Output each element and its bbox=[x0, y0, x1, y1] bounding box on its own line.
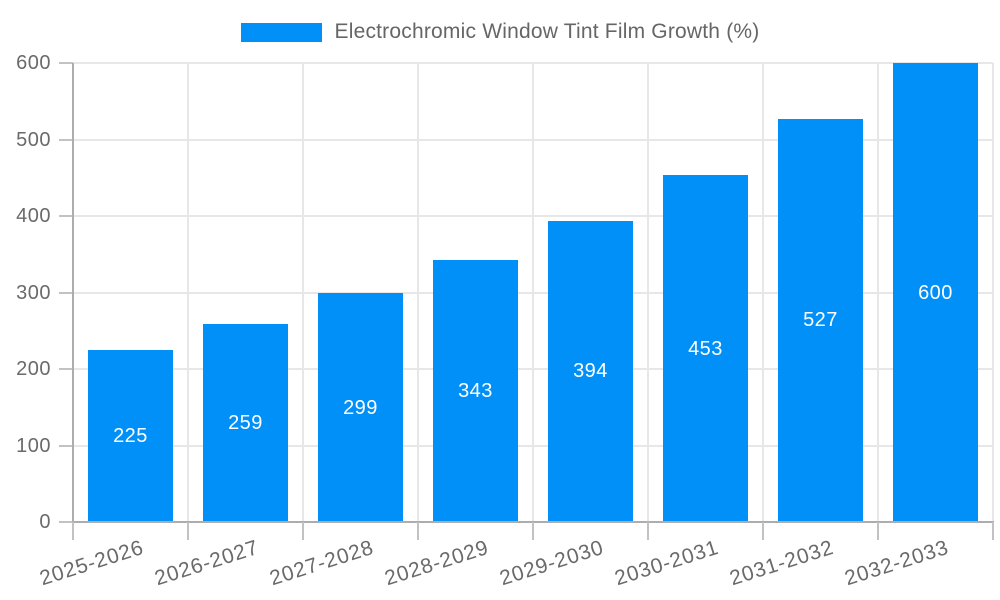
bar[interactable]: 343 bbox=[433, 259, 518, 522]
x-axis-tick-label: 2027-2028 bbox=[267, 536, 377, 591]
x-axis-tick-label: 2029-2030 bbox=[497, 536, 607, 591]
bar[interactable]: 259 bbox=[203, 323, 288, 522]
gridline-vertical bbox=[187, 63, 189, 522]
y-axis-tick-mark bbox=[59, 215, 73, 217]
bar-value-label: 225 bbox=[113, 424, 148, 447]
bar[interactable]: 225 bbox=[88, 349, 173, 522]
y-axis-tick-label: 600 bbox=[16, 52, 51, 74]
bar-value-label: 299 bbox=[343, 396, 378, 419]
bar[interactable]: 299 bbox=[318, 293, 403, 522]
y-axis-tick-mark bbox=[59, 291, 73, 294]
gridline-vertical bbox=[647, 63, 649, 522]
y-axis-tick-label: 100 bbox=[16, 434, 51, 457]
y-axis-tick-label: 0 bbox=[39, 511, 51, 533]
y-axis-line bbox=[72, 63, 74, 523]
bar-value-label: 527 bbox=[803, 309, 838, 332]
x-axis-tick-mark bbox=[532, 522, 534, 540]
legend-swatch bbox=[240, 22, 322, 42]
y-axis-tick-label: 400 bbox=[16, 205, 51, 227]
x-axis-tick-label: 2032-2033 bbox=[842, 536, 952, 591]
y-axis-tick-mark bbox=[59, 521, 73, 523]
x-axis-tick-mark bbox=[302, 522, 304, 540]
x-axis-tick-label: 2031-2032 bbox=[727, 536, 837, 591]
bar-value-label: 600 bbox=[918, 281, 953, 304]
y-axis-tick-mark bbox=[59, 138, 73, 141]
bar-value-label: 343 bbox=[458, 379, 493, 402]
y-axis-tick-mark bbox=[59, 444, 73, 447]
y-axis-tick-label: 200 bbox=[16, 358, 51, 380]
y-axis-tick-mark bbox=[59, 62, 73, 64]
bar-value-label: 453 bbox=[688, 337, 723, 360]
y-axis-tick-label: 500 bbox=[16, 128, 51, 151]
x-axis-tick-label: 2026-2027 bbox=[152, 536, 262, 591]
gridline-vertical bbox=[992, 63, 994, 522]
bar-value-label: 259 bbox=[228, 411, 263, 434]
bar[interactable]: 527 bbox=[778, 118, 863, 522]
gridline-vertical bbox=[762, 63, 764, 522]
bar[interactable]: 453 bbox=[663, 175, 748, 522]
bar-value-label: 394 bbox=[573, 360, 608, 383]
bar[interactable]: 394 bbox=[548, 220, 633, 522]
x-axis-tick-label: 2030-2031 bbox=[612, 536, 722, 591]
x-axis-tick-mark bbox=[72, 522, 74, 540]
x-axis-tick-label: 2025-2026 bbox=[37, 536, 147, 591]
legend-label: Electrochromic Window Tint Film Growth (… bbox=[334, 20, 760, 43]
x-axis-tick-mark bbox=[877, 522, 879, 540]
gridline-vertical bbox=[877, 63, 879, 522]
x-axis-tick-mark bbox=[762, 522, 764, 540]
x-axis-tick-mark bbox=[647, 522, 649, 540]
y-axis-tick-mark bbox=[59, 368, 73, 370]
bar[interactable]: 600 bbox=[893, 63, 978, 522]
gridline-vertical bbox=[417, 63, 419, 522]
gridline-vertical bbox=[302, 63, 304, 522]
x-axis-tick-label: 2028-2029 bbox=[382, 536, 492, 591]
legend[interactable]: Electrochromic Window Tint Film Growth (… bbox=[0, 20, 1000, 44]
x-axis-tick-mark bbox=[992, 522, 994, 540]
x-axis-tick-mark bbox=[417, 522, 419, 540]
x-axis-tick-mark bbox=[187, 522, 189, 540]
y-axis-tick-label: 300 bbox=[16, 281, 51, 304]
gridline-vertical bbox=[532, 63, 534, 522]
